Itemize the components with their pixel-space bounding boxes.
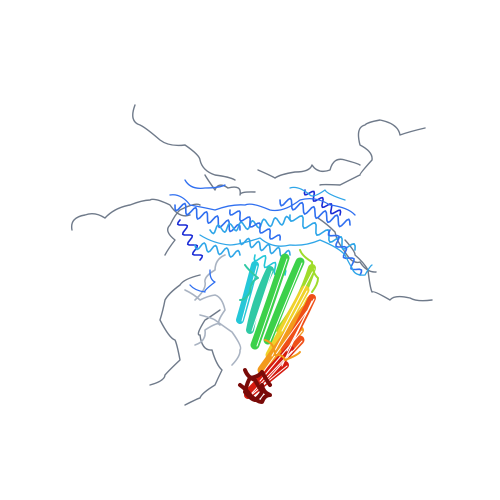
loop-strand [317,217,377,273]
loop-strand [257,158,361,179]
beta-ribbon [281,294,316,354]
helix-segment [303,189,342,216]
ribbon-highlight [263,310,308,372]
loop-strand [164,203,201,256]
linker-coil [239,264,259,302]
ribbon-highlight [261,340,303,387]
blue-coil [199,234,346,256]
beta-ribbon [246,266,274,334]
loop-strand [319,119,426,186]
helix-segment [174,202,241,233]
c-terminal-coil [238,383,272,404]
beta-ribbon [263,257,305,345]
loop-strand [344,239,433,302]
loop-strand [132,104,236,181]
helix-segment [176,219,204,261]
linker-coil [264,339,301,361]
linker-coil [299,249,319,293]
blue-coil [289,186,346,201]
helix-segment [229,209,281,241]
loop-strand [184,309,223,406]
blue-coil [189,269,216,293]
ribbon-highlight [281,268,315,332]
pale-loop-strand [199,314,242,366]
loop-strand [70,198,191,231]
pale-loop-strand [194,254,226,301]
blue-coil [344,254,373,276]
blue-coil [184,179,226,189]
helix-segment [194,242,241,258]
loop-strand [204,174,256,196]
ribbon-highlight [286,298,315,352]
blue-coil [169,194,356,216]
pale-loop-strand [184,289,226,346]
blue-helix-web [169,179,373,293]
helix-segment [327,229,363,276]
ribbon-highlight [251,270,273,332]
loop-strand [149,274,201,386]
helix-segment [279,197,351,228]
beta-ribbon [250,253,290,350]
helix-segment [289,214,356,251]
helix-segment [239,237,291,258]
folded-core [236,249,319,404]
ribbon-highlight [271,290,308,357]
pale-loops [184,254,242,366]
ribbon-highlight [256,258,288,347]
disordered-loops [70,104,433,406]
ribbon-highlight [269,262,303,342]
